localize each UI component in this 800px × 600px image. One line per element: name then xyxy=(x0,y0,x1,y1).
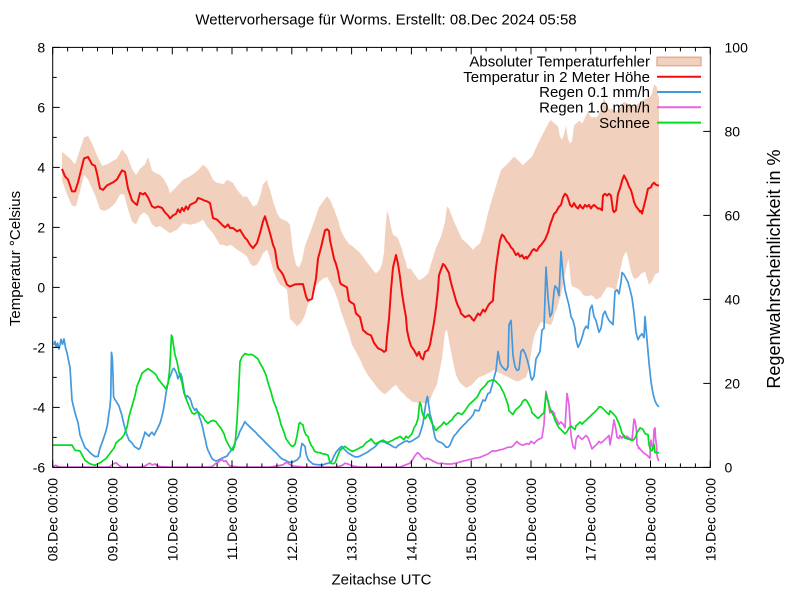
svg-text:Temperatur °Celsius: Temperatur °Celsius xyxy=(7,191,24,326)
svg-text:Wettervorhersage für Worms. Er: Wettervorhersage für Worms. Erstellt: 08… xyxy=(195,12,576,29)
svg-text:8: 8 xyxy=(37,39,45,55)
svg-text:Absoluter Temperaturfehler: Absoluter Temperaturfehler xyxy=(469,54,650,71)
svg-text:17.Dec 00:00: 17.Dec 00:00 xyxy=(583,478,599,561)
svg-text:40: 40 xyxy=(725,291,741,307)
svg-text:19.Dec 00:00: 19.Dec 00:00 xyxy=(702,478,718,561)
svg-text:16.Dec 00:00: 16.Dec 00:00 xyxy=(523,478,539,561)
svg-text:60: 60 xyxy=(725,207,741,223)
svg-text:08.Dec 00:00: 08.Dec 00:00 xyxy=(45,478,61,561)
svg-text:6: 6 xyxy=(37,99,45,115)
svg-text:Regenwahrscheinlichkeit in %: Regenwahrscheinlichkeit in % xyxy=(764,149,784,388)
svg-text:09.Dec 00:00: 09.Dec 00:00 xyxy=(105,478,121,561)
svg-text:0: 0 xyxy=(37,279,45,295)
svg-text:14.Dec 00:00: 14.Dec 00:00 xyxy=(403,478,419,561)
svg-text:Regen 0.1 mm/h: Regen 0.1 mm/h xyxy=(539,84,650,101)
svg-text:10.Dec 00:00: 10.Dec 00:00 xyxy=(164,478,180,561)
svg-text:4: 4 xyxy=(37,159,45,175)
svg-text:12.Dec 00:00: 12.Dec 00:00 xyxy=(284,478,300,561)
svg-text:0: 0 xyxy=(725,459,733,475)
svg-text:Zeitachse UTC: Zeitachse UTC xyxy=(331,572,431,589)
svg-text:Temperatur in 2 Meter Höhe: Temperatur in 2 Meter Höhe xyxy=(463,69,650,86)
svg-text:80: 80 xyxy=(725,123,741,139)
svg-text:18.Dec 00:00: 18.Dec 00:00 xyxy=(643,478,659,561)
svg-text:-4: -4 xyxy=(33,399,46,415)
svg-text:15.Dec 00:00: 15.Dec 00:00 xyxy=(463,478,479,561)
svg-text:Regen 1.0 mm/h: Regen 1.0 mm/h xyxy=(539,100,650,117)
svg-text:-6: -6 xyxy=(33,459,46,475)
svg-text:2: 2 xyxy=(37,219,45,235)
svg-text:-2: -2 xyxy=(33,339,46,355)
svg-text:20: 20 xyxy=(725,375,741,391)
svg-text:Schnee: Schnee xyxy=(599,115,650,132)
svg-text:100: 100 xyxy=(725,39,749,55)
svg-text:13.Dec 00:00: 13.Dec 00:00 xyxy=(344,478,360,561)
svg-text:11.Dec 00:00: 11.Dec 00:00 xyxy=(224,478,240,560)
